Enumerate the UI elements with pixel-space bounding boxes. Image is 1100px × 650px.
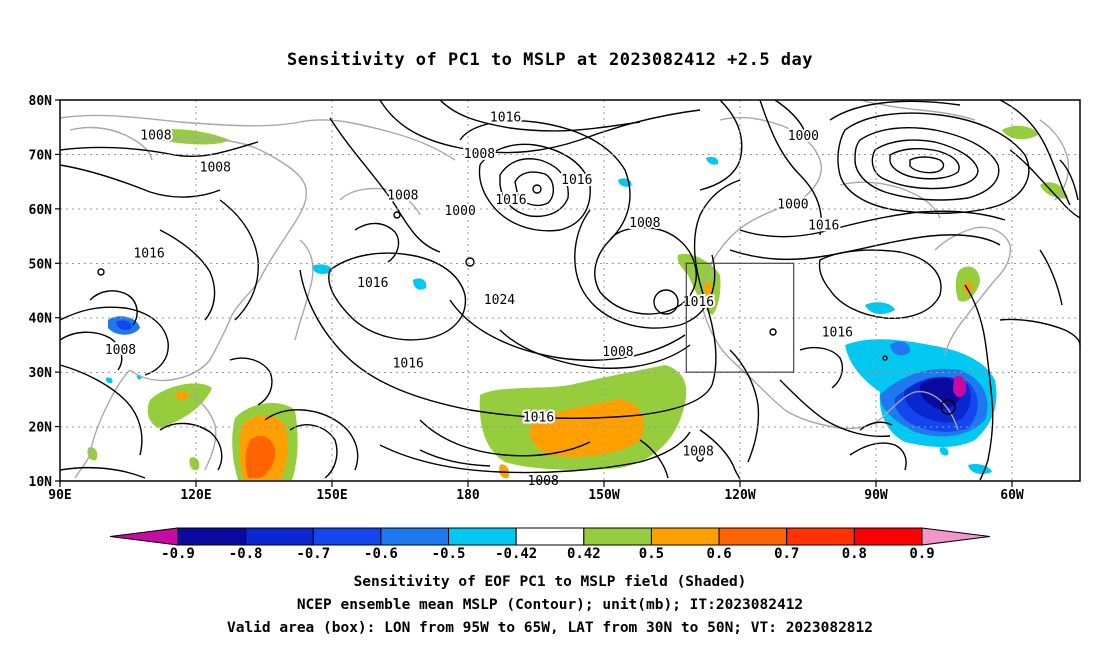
- colorbar-segment: [245, 527, 314, 546]
- contour-label: 1016: [523, 410, 554, 425]
- contour-label: 1016: [357, 276, 388, 291]
- mslp-contours: [59, 99, 1081, 481]
- lon-tick-label: 120W: [724, 488, 755, 503]
- contour-label: 1008: [105, 343, 136, 358]
- colorbar: -0.9 -0.8 -0.7 -0.6 -0.5 -0.42 0.42 0.5 0.6 0.7 0.…: [109, 527, 991, 562]
- colorbar-tick-label: 0.9: [909, 546, 934, 562]
- colorbar-segment: [718, 527, 788, 546]
- lat-tick-label: 80N: [29, 94, 53, 109]
- contour-label: 1024: [484, 293, 515, 308]
- colorbar-segment: [650, 527, 720, 546]
- lat-tick-label: 20N: [29, 421, 53, 436]
- lon-tick-label: 120E: [180, 488, 211, 503]
- contour-label: 1016: [683, 295, 714, 310]
- colorbar-segment: [177, 527, 247, 546]
- contour-label: 1016: [393, 356, 424, 371]
- lat-tick-label: 60N: [29, 203, 53, 218]
- contour-label: 1000: [788, 129, 819, 144]
- contour-label: 1008: [629, 216, 660, 231]
- caption-line-1: Sensitivity of EOF PC1 to MSLP field (Sh…: [353, 574, 747, 590]
- colorbar-tick-label: -0.7: [296, 546, 330, 562]
- contour-label: 1000: [777, 198, 808, 213]
- colorbar-tick-label: 0.42: [567, 546, 601, 562]
- colorbar-tick-label: 0.5: [639, 546, 664, 562]
- coastlines: [59, 99, 1070, 479]
- colorbar-segment: [515, 527, 585, 546]
- colorbar-tick-label: -0.6: [364, 546, 398, 562]
- lon-tick-label: 180: [456, 488, 480, 503]
- contour-label: 1016: [490, 110, 521, 125]
- lat-tick-label: 30N: [29, 366, 53, 381]
- contour-label: 1016: [808, 219, 839, 234]
- colorbar-tick-label: 0.6: [706, 546, 731, 562]
- map-frame: [59, 99, 1081, 482]
- contour-label: 1008: [140, 128, 171, 143]
- colorbar-tick-label: -0.42: [495, 546, 537, 562]
- contour-label: 1016: [133, 246, 164, 261]
- contour-label: 1008: [387, 188, 418, 203]
- colorbar-high-extension: [921, 527, 991, 546]
- chart-title: Sensitivity of PC1 to MSLP at 2023082412…: [286, 50, 813, 70]
- contour-label: 1008: [682, 445, 713, 460]
- colorbar-segment: [853, 527, 923, 546]
- lat-tick-label: 50N: [29, 257, 53, 272]
- gridlines: [60, 100, 1080, 481]
- lat-tick-label: 10N: [29, 475, 53, 490]
- colorbar-segment: [583, 527, 652, 546]
- colorbar-tick-label: 0.7: [774, 546, 799, 562]
- colorbar-segment: [312, 527, 382, 546]
- contour-label: 1016: [495, 193, 526, 208]
- colorbar-segment: [448, 527, 517, 546]
- lon-tick-label: 150E: [316, 488, 347, 503]
- contour-label: 1016: [822, 325, 853, 340]
- colorbar-tick-label: -0.9: [161, 546, 195, 562]
- lon-tick-label: 90E: [48, 488, 71, 503]
- contour-label: 1008: [200, 160, 231, 175]
- contour-label: 1008: [464, 147, 495, 162]
- lon-tick-label: 90W: [864, 488, 888, 503]
- contour-label: 1016: [561, 173, 592, 188]
- lon-tick-label: 60W: [1000, 488, 1024, 503]
- lat-tick-label: 70N: [29, 148, 53, 163]
- colorbar-tick-label: -0.8: [229, 546, 263, 562]
- caption-line-3: Valid area (box): LON from 95W to 65W, L…: [226, 620, 873, 636]
- colorbar-tick-label: -0.5: [432, 546, 466, 562]
- caption-line-2: NCEP ensemble mean MSLP (Contour); unit(…: [296, 597, 804, 613]
- colorbar-segment: [786, 527, 855, 546]
- negative-sensitivity-core: [953, 375, 967, 398]
- colorbar-segment: [380, 527, 450, 546]
- lon-tick-label: 150W: [588, 488, 619, 503]
- lat-tick-label: 40N: [29, 312, 53, 327]
- contour-label: 1000: [444, 204, 475, 219]
- positive-sensitivity-core: [530, 399, 644, 457]
- contour-label: 1008: [602, 345, 633, 360]
- colorbar-tick-label: 0.8: [842, 546, 867, 562]
- colorbar-low-extension: [109, 527, 179, 546]
- valid-area-box: [685, 262, 795, 373]
